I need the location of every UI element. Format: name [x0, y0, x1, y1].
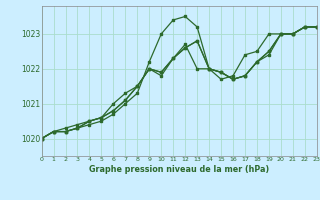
X-axis label: Graphe pression niveau de la mer (hPa): Graphe pression niveau de la mer (hPa)	[89, 165, 269, 174]
